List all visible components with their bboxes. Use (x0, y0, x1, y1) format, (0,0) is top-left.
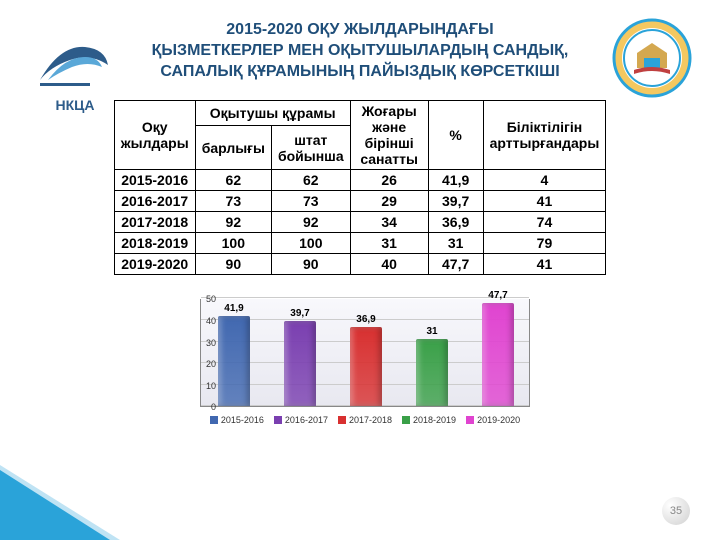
table-cell: 36,9 (428, 212, 483, 233)
table-cell: 41,9 (428, 170, 483, 191)
data-table: Оқу жылдары Оқытушы құрамы Жоғары және б… (114, 100, 607, 275)
table-cell: 2016-2017 (114, 191, 195, 212)
legend-item: 2017-2018 (338, 415, 392, 425)
th-teachers: Оқытушы құрамы (195, 101, 350, 126)
table-cell: 39,7 (428, 191, 483, 212)
logo-right (612, 18, 692, 98)
table-cell: 40 (350, 254, 428, 275)
logo-left: НКЦА (30, 30, 120, 100)
table-cell: 92 (195, 212, 271, 233)
bar-value-label: 47,7 (488, 290, 507, 301)
bar-value-label: 39,7 (290, 308, 309, 319)
table-cell: 62 (271, 170, 350, 191)
bar-chart: 41,939,736,93147,7 2015-20162016-2017201… (170, 287, 550, 447)
table-cell: 47,7 (428, 254, 483, 275)
legend-item: 2019-2020 (466, 415, 520, 425)
table-row: 2015-201662622641,94 (114, 170, 606, 191)
bar (350, 327, 382, 407)
table-cell: 2017-2018 (114, 212, 195, 233)
table-cell: 2019-2020 (114, 254, 195, 275)
table-cell: 4 (483, 170, 606, 191)
legend-swatch (466, 416, 474, 424)
table-cell: 100 (271, 233, 350, 254)
th-total: барлығы (195, 126, 271, 170)
y-tick: 0 (211, 402, 216, 412)
legend-swatch (274, 416, 282, 424)
y-tick: 10 (206, 381, 216, 391)
table-cell: 100 (195, 233, 271, 254)
table-row: 2017-201892923436,974 (114, 212, 606, 233)
y-tick: 30 (206, 338, 216, 348)
table-cell: 26 (350, 170, 428, 191)
y-tick: 50 (206, 294, 216, 304)
table-cell: 34 (350, 212, 428, 233)
bar-value-label: 36,9 (356, 314, 375, 325)
table-cell: 41 (483, 254, 606, 275)
th-qualif: Біліктілігін арттырғандары (483, 101, 606, 170)
y-tick: 20 (206, 359, 216, 369)
legend-swatch (402, 416, 410, 424)
table-cell: 29 (350, 191, 428, 212)
legend-label: 2019-2020 (477, 415, 520, 425)
legend-item: 2015-2016 (210, 415, 264, 425)
th-staff: штат бойынша (271, 126, 350, 170)
table-row: 2018-2019100100313179 (114, 233, 606, 254)
legend-label: 2017-2018 (349, 415, 392, 425)
table-cell: 90 (195, 254, 271, 275)
table-cell: 92 (271, 212, 350, 233)
table-row: 2019-202090904047,741 (114, 254, 606, 275)
table-cell: 41 (483, 191, 606, 212)
bar-value-label: 41,9 (224, 303, 243, 314)
legend-swatch (210, 416, 218, 424)
legend-swatch (338, 416, 346, 424)
corner-decoration (0, 470, 110, 540)
table-row: 2016-201773732939,741 (114, 191, 606, 212)
table-cell: 74 (483, 212, 606, 233)
legend-item: 2018-2019 (402, 415, 456, 425)
table-cell: 90 (271, 254, 350, 275)
bar (416, 339, 448, 406)
table-cell: 79 (483, 233, 606, 254)
table-cell: 2015-2016 (114, 170, 195, 191)
table-cell: 2018-2019 (114, 233, 195, 254)
table-cell: 31 (428, 233, 483, 254)
table-cell: 31 (350, 233, 428, 254)
th-percent: % (428, 101, 483, 170)
legend-label: 2015-2016 (221, 415, 264, 425)
bar (284, 321, 316, 407)
bar (482, 303, 514, 406)
table-cell: 73 (195, 191, 271, 212)
table-cell: 62 (195, 170, 271, 191)
legend-label: 2018-2019 (413, 415, 456, 425)
bar-value-label: 31 (426, 326, 437, 337)
bar (218, 316, 250, 407)
table-header-row-1: Оқу жылдары Оқытушы құрамы Жоғары және б… (114, 101, 606, 126)
y-tick: 40 (206, 316, 216, 326)
legend-item: 2016-2017 (274, 415, 328, 425)
th-category: Жоғары және бірінші санатты (350, 101, 428, 170)
page-number: 35 (662, 497, 690, 525)
legend-label: 2016-2017 (285, 415, 328, 425)
th-years: Оқу жылдары (114, 101, 195, 170)
table-cell: 73 (271, 191, 350, 212)
